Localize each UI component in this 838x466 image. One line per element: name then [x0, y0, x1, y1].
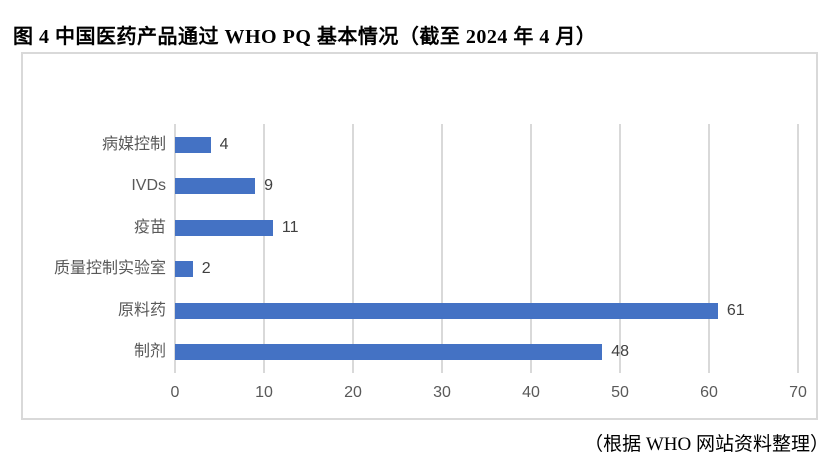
x-tick-label: 40 [522, 384, 540, 401]
gridline [619, 124, 621, 373]
bar [175, 136, 211, 153]
bar-row: 疫苗 11 [134, 207, 798, 249]
value-label: 11 [281, 218, 299, 236]
gridline [352, 124, 354, 373]
bar-row: 病媒控制 4 [102, 124, 798, 166]
category-label: 制剂 [133, 343, 166, 361]
bar-rows: 病媒控制 4 IVDs 9 疫苗 11 质量控制实验室 2 原料药 61 制剂 48 [54, 124, 798, 374]
bar [175, 178, 256, 195]
bar [175, 302, 718, 319]
bar [175, 261, 193, 278]
bar-row: 质量控制实验室 2 [54, 249, 798, 291]
category-label: 病媒控制 [101, 135, 166, 153]
plot-area: 病媒控制 4 IVDs 9 疫苗 11 质量控制实验室 2 原料药 61 制剂 48 0 10 20 30 4… [54, 124, 807, 401]
figure-title: 图 4 中国医药产品通过 WHO PQ 基本情况（截至 2024 年 4 月） [13, 26, 597, 48]
value-label: 2 [201, 260, 211, 278]
value-label: 9 [264, 177, 273, 195]
x-tick-label: 30 [433, 384, 451, 401]
x-tick-label: 50 [611, 384, 629, 401]
chart-area: 病媒控制 4 IVDs 9 疫苗 11 质量控制实验室 2 原料药 61 制剂 48 0 10 20 30 4… [21, 52, 818, 420]
bar-row: IVDs 9 [131, 166, 798, 208]
x-tick-label: 70 [789, 384, 807, 401]
value-label: 48 [611, 343, 629, 361]
gridline [174, 124, 176, 373]
value-label: 4 [219, 135, 229, 153]
gridline [441, 124, 443, 373]
x-axis: 0 10 20 30 40 50 60 70 [171, 373, 807, 403]
gridline [708, 124, 710, 373]
x-tick-label: 20 [344, 384, 362, 401]
gridline [530, 124, 532, 373]
x-tick-label: 0 [170, 384, 180, 401]
bar [175, 219, 273, 236]
category-label: IVDs [131, 177, 166, 195]
x-tick-label: 10 [255, 384, 273, 401]
bar [175, 344, 603, 361]
gridline [263, 124, 265, 373]
category-label: 原料药 [117, 301, 166, 319]
category-label: 疫苗 [133, 218, 166, 236]
gridline [797, 124, 799, 373]
source-note: （根据 WHO 网站资料整理） [584, 434, 829, 455]
bar-row: 制剂 48 [134, 332, 798, 374]
x-tick-label: 60 [700, 384, 718, 401]
category-label: 质量控制实验室 [53, 260, 166, 278]
bar-row: 原料药 61 [118, 290, 798, 332]
value-label: 61 [726, 301, 745, 319]
